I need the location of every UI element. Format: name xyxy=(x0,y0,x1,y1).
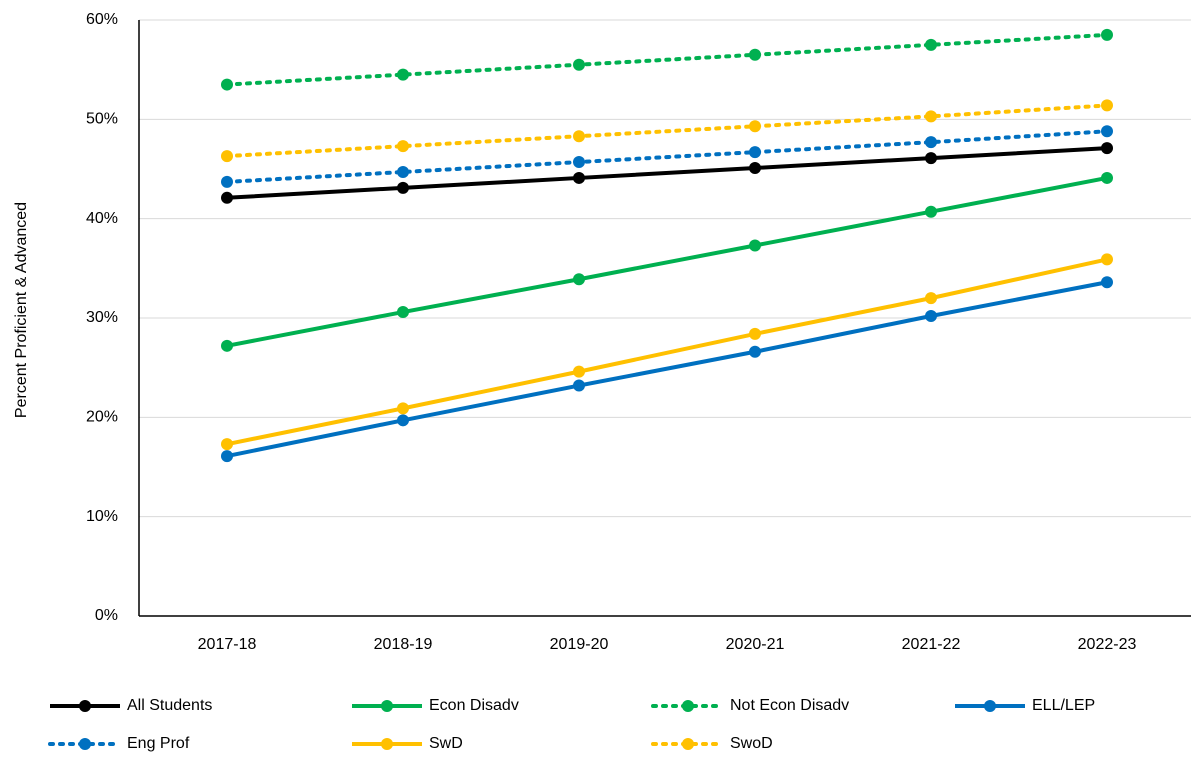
series-marker xyxy=(925,292,937,305)
series-line xyxy=(225,129,1109,184)
x-tick-label: 2018-19 xyxy=(374,636,433,653)
series-marker xyxy=(925,152,937,165)
series-marker xyxy=(749,48,761,61)
series-marker xyxy=(397,414,409,427)
series-marker xyxy=(749,239,761,252)
legend-label: Eng Prof xyxy=(127,735,190,752)
legend-label: Not Econ Disadv xyxy=(730,697,849,714)
legend-marker xyxy=(79,700,91,712)
series-marker xyxy=(925,205,937,218)
x-tick-label: 2020-21 xyxy=(726,636,785,653)
series-marker xyxy=(1101,253,1113,266)
series-marker xyxy=(573,58,585,71)
series-marker xyxy=(573,379,585,392)
series-marker xyxy=(749,327,761,340)
legend-label: SwD xyxy=(429,735,463,752)
series-line xyxy=(225,32,1109,87)
series-marker xyxy=(397,306,409,319)
series-marker xyxy=(397,140,409,153)
series-line xyxy=(225,103,1109,159)
series-marker xyxy=(1101,28,1113,41)
series-marker xyxy=(221,175,233,188)
y-tick-label: 30% xyxy=(86,309,118,326)
y-tick-label: 20% xyxy=(86,409,118,426)
x-tick-label: 2021-22 xyxy=(902,636,961,653)
series-marker xyxy=(925,136,937,149)
x-tick-label: 2017-18 xyxy=(198,636,257,653)
series-marker xyxy=(1101,99,1113,112)
series-marker xyxy=(221,78,233,91)
legend-label: SwoD xyxy=(730,735,773,752)
legend-marker xyxy=(682,700,694,712)
series-marker xyxy=(221,339,233,352)
legend-label: Econ Disadv xyxy=(429,697,519,714)
series-marker xyxy=(573,130,585,143)
legend-marker xyxy=(79,738,91,750)
series-marker xyxy=(749,120,761,133)
series-marker xyxy=(397,68,409,81)
series-marker xyxy=(749,146,761,159)
y-tick-label: 50% xyxy=(86,111,118,128)
y-tick-label: 10% xyxy=(86,508,118,525)
series-line xyxy=(226,257,1108,447)
legend-marker xyxy=(381,738,393,750)
series-marker xyxy=(1101,125,1113,138)
series-line xyxy=(226,146,1108,200)
y-axis-label: Percent Proficient & Advanced xyxy=(13,202,30,418)
series-marker xyxy=(1101,142,1113,155)
series-marker xyxy=(749,162,761,175)
series-marker xyxy=(1101,171,1113,184)
series-marker xyxy=(749,345,761,358)
series-line xyxy=(226,280,1108,459)
series-marker xyxy=(397,165,409,178)
series-marker xyxy=(1101,276,1113,289)
series-marker xyxy=(397,181,409,194)
legend-label: ELL/LEP xyxy=(1032,697,1095,714)
legend-marker xyxy=(381,700,393,712)
y-tick-label: 0% xyxy=(95,607,118,624)
series-marker xyxy=(925,310,937,323)
series-marker xyxy=(221,191,233,204)
y-tick-label: 60% xyxy=(86,11,118,28)
legend-marker xyxy=(682,738,694,750)
series-marker xyxy=(925,110,937,123)
series-marker xyxy=(925,38,937,51)
series-marker xyxy=(397,402,409,415)
legend-label: All Students xyxy=(127,697,212,714)
x-tick-label: 2022-23 xyxy=(1078,636,1137,653)
series-marker xyxy=(573,365,585,378)
series-marker xyxy=(573,156,585,169)
series-marker xyxy=(221,438,233,451)
series-marker xyxy=(573,171,585,184)
series-line xyxy=(226,175,1108,348)
series-marker xyxy=(221,150,233,163)
x-tick-label: 2019-20 xyxy=(550,636,609,653)
series-marker xyxy=(573,273,585,286)
y-tick-label: 40% xyxy=(86,210,118,227)
series-marker xyxy=(221,450,233,463)
legend-marker xyxy=(984,700,996,712)
